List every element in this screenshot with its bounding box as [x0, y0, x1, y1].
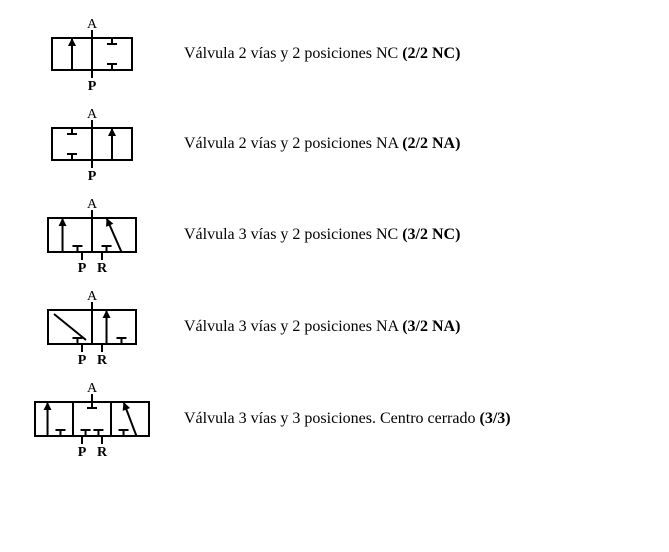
valve-label-code: (3/2 NC) — [402, 226, 460, 243]
svg-text:A: A — [87, 289, 98, 304]
valve-label: Válvula 2 vías y 2 posiciones NA (2/2 NA… — [172, 135, 657, 153]
valve-label: Válvula 2 vías y 2 posiciones NC (2/2 NC… — [172, 45, 657, 63]
svg-text:P: P — [78, 261, 87, 274]
valve-label-code: (3/2 NA) — [402, 318, 460, 335]
svg-text:P: P — [78, 445, 87, 458]
valve-label: Válvula 3 vías y 2 posiciones NA (3/2 NA… — [172, 318, 657, 336]
valve-row: APVálvula 2 vías y 2 posiciones NC (2/2 … — [12, 16, 657, 92]
valve-symbol: A PR — [12, 288, 172, 366]
valve-label-code: (3/3) — [479, 410, 510, 427]
valve-label-prefix: Válvula 3 vías y 2 posiciones NC — [184, 226, 402, 243]
valve-symbol: AP — [12, 16, 172, 92]
svg-text:P: P — [78, 353, 87, 366]
svg-text:A: A — [87, 107, 98, 122]
valve-label-code: (2/2 NC) — [402, 45, 460, 62]
valve-label-prefix: Válvula 2 vías y 2 posiciones NA — [184, 135, 402, 152]
valve-symbol: A PR — [12, 380, 172, 458]
svg-text:R: R — [97, 353, 108, 366]
svg-text:A: A — [87, 197, 98, 212]
valve-row: A PR Válvula 3 vías y 2 posiciones NA (3/2… — [12, 288, 657, 366]
valve-symbol: A PR — [12, 196, 172, 274]
valve-label-prefix: Válvula 2 vías y 2 posiciones NC — [184, 45, 402, 62]
svg-text:P: P — [88, 79, 97, 92]
valve-row: A PR Válvula 3 vías y 3 posiciones. Centro… — [12, 380, 657, 458]
svg-text:R: R — [97, 261, 108, 274]
svg-text:A: A — [87, 17, 98, 32]
valve-label-prefix: Válvula 3 vías y 3 posiciones. Centro ce… — [184, 410, 479, 427]
svg-text:R: R — [97, 445, 108, 458]
svg-text:A: A — [87, 381, 98, 396]
valve-label: Válvula 3 vías y 3 posiciones. Centro ce… — [172, 410, 657, 428]
valve-row: APVálvula 2 vías y 2 posiciones NA (2/2 … — [12, 106, 657, 182]
svg-text:P: P — [88, 169, 97, 182]
valve-label-prefix: Válvula 3 vías y 2 posiciones NA — [184, 318, 402, 335]
valve-label: Válvula 3 vías y 2 posiciones NC (3/2 NC… — [172, 226, 657, 244]
valve-symbol: AP — [12, 106, 172, 182]
valve-label-code: (2/2 NA) — [402, 135, 460, 152]
valve-row: A PR Válvula 3 vías y 2 posiciones NC (3/2… — [12, 196, 657, 274]
